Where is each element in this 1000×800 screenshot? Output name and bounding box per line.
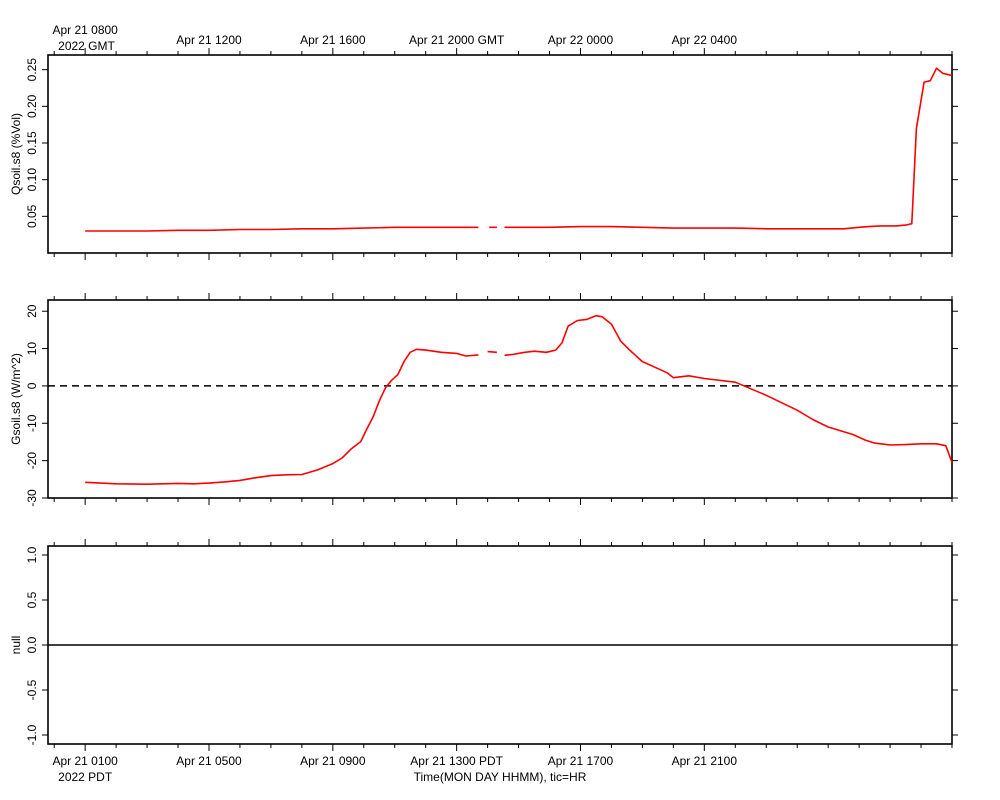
panel-3-ytick-label: 1.0 — [25, 546, 39, 563]
panel-2-ytick-label: 10 — [25, 342, 39, 356]
panel-3-ytick-label: -0.5 — [25, 679, 39, 700]
top-time-label-sub: 2022 GMT — [58, 39, 115, 53]
panel-2-series-line — [504, 314, 953, 463]
top-time-label: Apr 21 1600 — [300, 33, 366, 47]
panel-2-ytick-label: -20 — [25, 452, 39, 470]
panel-3-ytick-label: -1.0 — [25, 724, 39, 745]
bottom-time-label-sub: 2022 PDT — [58, 770, 113, 784]
panel-2-ylabel: Gsoil.s8 (W/m^2) — [9, 353, 23, 445]
panel-3-ytick-label: 0.5 — [25, 591, 39, 608]
panel-2-series-line — [85, 348, 479, 486]
top-time-label: Apr 22 0000 — [548, 33, 614, 47]
bottom-time-label: Apr 21 0900 — [300, 754, 366, 768]
panel-1-frame — [47, 54, 953, 254]
panel-2-frame — [47, 299, 953, 499]
panel-2-series-line — [487, 350, 497, 354]
panel-1-series-line — [85, 226, 479, 232]
top-time-label: Apr 22 0400 — [672, 33, 738, 47]
bottom-time-label: Apr 21 1300 PDT — [410, 754, 503, 768]
panel-1-ytick-label: 0.05 — [25, 204, 39, 228]
panel-2-ytick-label: -30 — [25, 489, 39, 507]
panel-1-ylabel: Qsoil.s8 (%Vol) — [9, 113, 23, 195]
panel-1-ytick-label: 0.10 — [25, 168, 39, 192]
panel-3-ytick-label: 0.0 — [25, 636, 39, 653]
panel-1-ytick-label: 0.15 — [25, 131, 39, 155]
bottom-time-label: Apr 21 0100 — [52, 754, 118, 768]
panel-3-ylabel: null — [9, 636, 23, 655]
top-time-label: Apr 21 0800 — [52, 23, 118, 37]
panel-2-ytick-label: 0 — [25, 382, 39, 389]
bottom-time-label: Apr 21 1700 — [548, 754, 614, 768]
top-time-label: Apr 21 1200 — [176, 33, 242, 47]
panel-1-ytick-label: 0.25 — [25, 58, 39, 82]
top-time-label: Apr 21 2000 GMT — [409, 33, 505, 47]
panel-2-ytick-label: 20 — [25, 304, 39, 318]
panel-1-series-line — [504, 67, 953, 230]
panel-2-ytick-label: -10 — [25, 414, 39, 432]
bottom-time-label: Apr 21 0500 — [176, 754, 242, 768]
x-axis-label: Time(MON DAY HHMM), tic=HR — [414, 770, 587, 784]
bottom-time-label: Apr 21 2100 — [672, 754, 738, 768]
panel-1-ytick-label: 0.20 — [25, 94, 39, 118]
